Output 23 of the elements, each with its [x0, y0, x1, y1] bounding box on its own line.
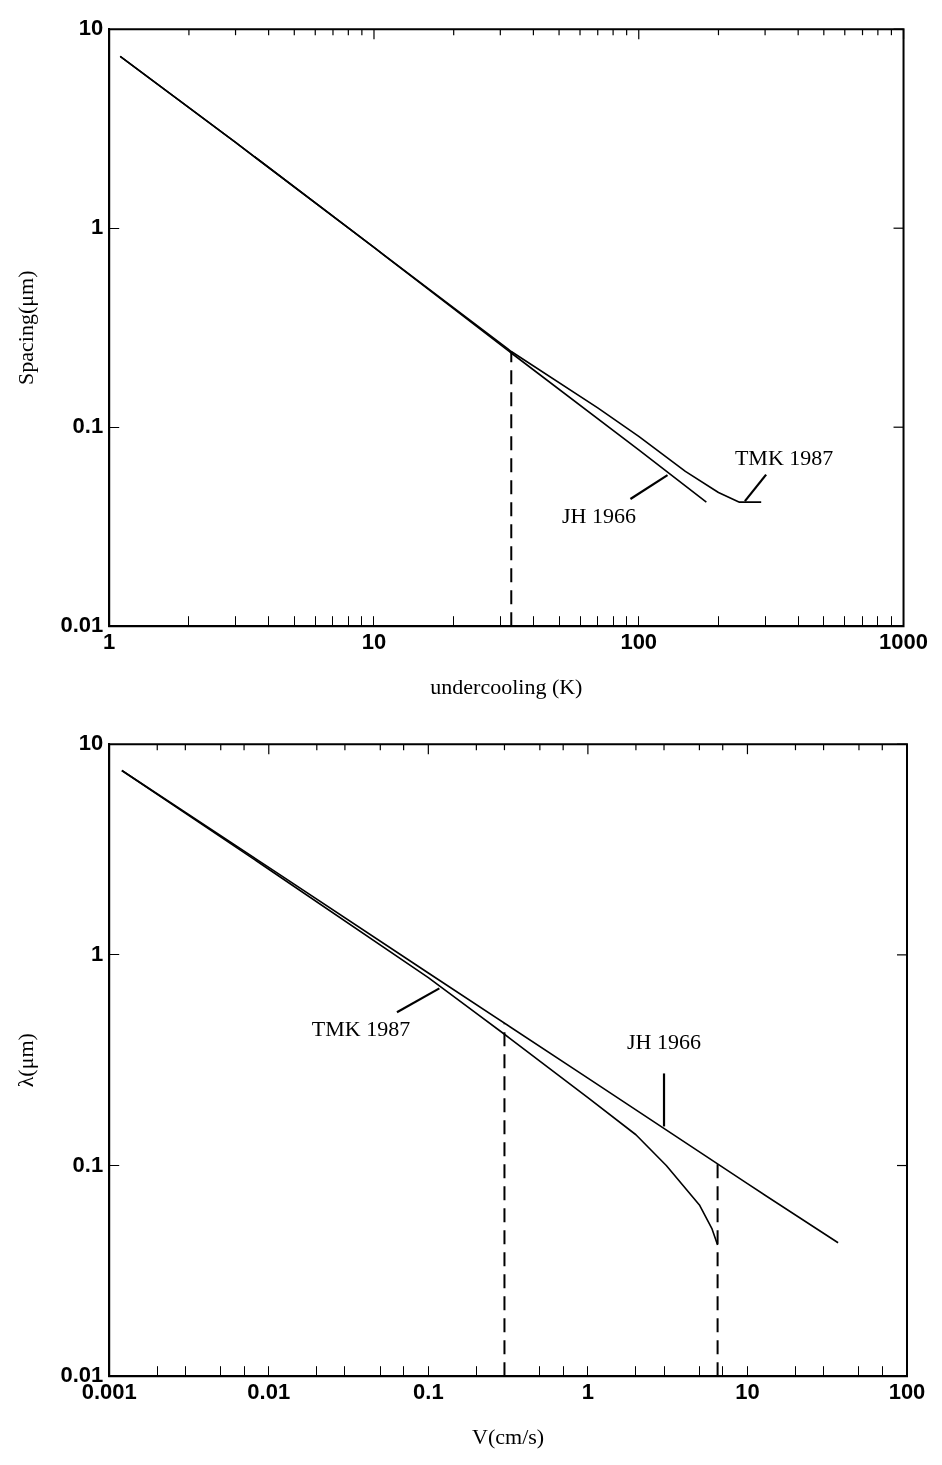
y-tick-label: 1	[90, 940, 104, 966]
annotation: JH 1966	[561, 502, 636, 528]
x-tick-label: 0.1	[413, 1379, 444, 1405]
x-tick-label: 10	[361, 629, 387, 655]
annotation: TMK 1987	[734, 445, 834, 471]
x-axis-title: V(cm/s)	[472, 1423, 545, 1449]
x-tick-label: 100	[620, 629, 658, 655]
annotation: JH 1966	[627, 1029, 701, 1055]
x-tick-label: 1	[581, 1379, 595, 1405]
y-tick-label: 1	[90, 214, 104, 240]
x-tick-label: 100	[888, 1379, 926, 1405]
x-tick-label: 1000	[879, 629, 929, 655]
y-tick-label: 0.1	[72, 413, 104, 439]
y-tick-label: 10	[78, 15, 104, 41]
x-tick-label: 0.01	[247, 1379, 291, 1405]
y-tick-label: 10	[78, 730, 104, 756]
y-axis-title: λ(μm)	[12, 1033, 38, 1088]
x-axis-title: undercooling (K)	[430, 673, 583, 699]
y-tick-label: 0.1	[72, 1151, 104, 1177]
annotation: TMK 1987	[311, 1016, 411, 1042]
y-axis-title: Spacing(μm)	[12, 270, 38, 385]
x-tick-label: 10	[735, 1379, 760, 1405]
y-tick-label: 0.01	[60, 612, 104, 638]
